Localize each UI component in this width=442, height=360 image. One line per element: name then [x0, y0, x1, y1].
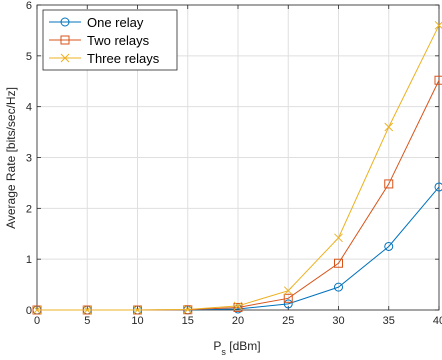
marker-stroke: [384, 122, 394, 132]
legend-marker: [60, 35, 70, 45]
data-point: [82, 305, 92, 315]
data-point: [334, 282, 343, 292]
legend-label: Two relays: [87, 33, 150, 48]
y-tick-label: 4: [26, 102, 32, 114]
legend-marker: [60, 53, 70, 63]
legend-item: One relay: [49, 15, 144, 30]
marker-stroke: [60, 53, 70, 63]
data-point: [434, 75, 442, 85]
x-tick-label: 10: [131, 315, 143, 327]
y-tick-label: 0: [26, 305, 32, 317]
legend-label: Three relays: [87, 51, 160, 66]
data-point: [283, 293, 293, 303]
x-axis-label-unit: [dBm]: [226, 339, 261, 353]
x-tick-label: 20: [232, 315, 244, 327]
data-point: [283, 299, 293, 309]
data-point: [384, 241, 394, 251]
x-axis-label: Ps [dBm]: [213, 339, 260, 357]
x-axis-label-subscript: s: [221, 347, 226, 357]
marker-stroke: [233, 301, 243, 311]
y-axis-label: Average Rate [bits/sec/Hz]: [4, 87, 18, 229]
data-point: [32, 305, 42, 315]
marker-stroke: [283, 286, 293, 296]
x-tick-label: 15: [182, 315, 194, 327]
x-tick-label: 5: [84, 315, 90, 327]
data-point: [233, 301, 243, 311]
legend-label: One relay: [87, 15, 144, 30]
x-tick-label: 30: [332, 315, 344, 327]
data-point: [434, 182, 442, 192]
legend-marker: [60, 17, 70, 27]
tick-labels: 0 5 10 15 20 25 30 35 40 0 1 2 3 4 5 6: [26, 0, 442, 327]
marker-stroke: [32, 305, 42, 315]
data-point: [334, 258, 343, 268]
y-tick-label: 3: [26, 153, 32, 165]
data-point: [384, 179, 394, 189]
legend-item: Two relays: [49, 33, 150, 48]
y-tick-label: 1: [26, 254, 32, 266]
marker-stroke: [334, 233, 343, 243]
series-layer: [32, 20, 442, 315]
data-point: [233, 302, 243, 312]
data-point: [384, 122, 394, 132]
x-tick-label: 35: [383, 315, 395, 327]
marker-stroke: [133, 305, 142, 315]
y-tick-label: 2: [26, 203, 32, 215]
data-point: [283, 286, 293, 296]
data-point: [133, 305, 142, 315]
data-point: [183, 305, 193, 314]
marker-stroke: [82, 305, 92, 315]
legend-item: Three relays: [49, 51, 160, 66]
data-point: [334, 233, 343, 243]
marker-stroke: [183, 305, 193, 314]
series-three-relays: [32, 20, 442, 315]
y-tick-label: 6: [26, 0, 32, 12]
y-tick-label: 5: [26, 51, 32, 63]
x-tick-label: 40: [433, 315, 442, 327]
x-tick-label: 25: [282, 315, 294, 327]
x-axis-label-main: P: [213, 339, 221, 353]
x-tick-label: 0: [34, 315, 40, 327]
legend: One relay Two relays Three relays: [42, 9, 178, 71]
